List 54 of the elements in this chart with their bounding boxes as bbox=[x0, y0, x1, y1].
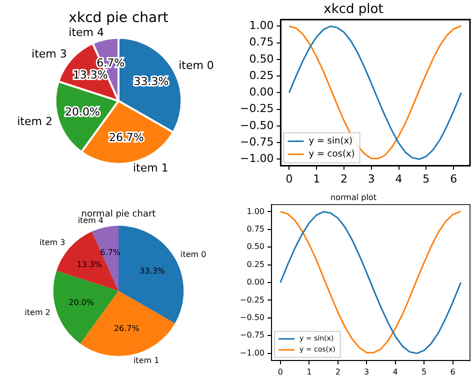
y-tick-label: −0.25 bbox=[240, 295, 265, 304]
chart-title: xkcd plot bbox=[324, 2, 384, 18]
x-tick-label: 4 bbox=[395, 172, 402, 186]
data-label: 20.0% bbox=[65, 105, 100, 118]
y-tick-label: −1.00 bbox=[240, 152, 274, 166]
y-tick-label: 0.00 bbox=[246, 278, 265, 287]
slice-label: item 2 bbox=[24, 308, 50, 318]
slice-label: item 4 bbox=[68, 26, 104, 39]
x-tick-label: 0 bbox=[278, 367, 283, 376]
legend-label: y = sin(x) bbox=[308, 136, 353, 147]
chart-title: normal plot bbox=[330, 192, 376, 202]
y-tick-label: 1.00 bbox=[249, 19, 274, 32]
slice-label: item 2 bbox=[17, 115, 52, 128]
data-label: 33.3% bbox=[140, 266, 166, 276]
data-label: 20.0% bbox=[68, 298, 94, 308]
y-tick-label: 0.00 bbox=[249, 86, 274, 99]
y-tick-label: 0.50 bbox=[249, 52, 274, 66]
x-tick-label: 0 bbox=[286, 172, 293, 186]
y-tick-label: −1.00 bbox=[240, 348, 265, 358]
y-tick-label: −0.50 bbox=[240, 118, 274, 132]
y-tick-label: 0.25 bbox=[249, 68, 274, 82]
chart-title: xkcd pie chart bbox=[68, 10, 169, 26]
y-tick-label: 0.50 bbox=[246, 242, 265, 252]
slice-label: item 4 bbox=[78, 216, 104, 225]
data-label: 26.7% bbox=[114, 324, 140, 334]
y-tick-label: 0.25 bbox=[246, 260, 265, 269]
x-tick-label: 3 bbox=[368, 172, 375, 186]
slice-label: item 1 bbox=[133, 356, 160, 366]
y-tick-label: 0.75 bbox=[249, 36, 274, 49]
legend-label: y = cos(x) bbox=[308, 150, 355, 160]
data-label: 26.7% bbox=[108, 130, 144, 144]
x-tick-label: 6 bbox=[450, 172, 458, 186]
x-tick-label: 3 bbox=[364, 367, 370, 376]
slice-label: item 1 bbox=[133, 162, 168, 175]
x-tick-label: 6 bbox=[450, 367, 456, 376]
y-tick-label: 0.75 bbox=[246, 224, 265, 234]
y-tick-label: −0.75 bbox=[240, 135, 274, 148]
slice-label: item 0 bbox=[180, 250, 206, 260]
y-tick-label: 1.00 bbox=[246, 206, 265, 216]
slice-label: item 3 bbox=[32, 47, 67, 60]
x-tick-label: 2 bbox=[340, 172, 348, 186]
x-tick-label: 4 bbox=[392, 367, 398, 376]
y-tick-label: −0.50 bbox=[240, 312, 265, 322]
slice-label: item 3 bbox=[40, 238, 66, 248]
x-tick-label: 1 bbox=[306, 367, 312, 376]
data-label: 13.3% bbox=[76, 260, 103, 269]
x-tick-label: 5 bbox=[422, 172, 430, 186]
slice-label: item 0 bbox=[178, 58, 214, 72]
y-tick-label: −0.25 bbox=[240, 102, 274, 116]
y-tick-label: −0.75 bbox=[240, 330, 265, 340]
x-tick-label: 1 bbox=[313, 172, 320, 186]
x-tick-label: 2 bbox=[335, 367, 340, 376]
x-tick-label: 5 bbox=[421, 367, 427, 376]
data-label: 33.3% bbox=[134, 74, 169, 88]
